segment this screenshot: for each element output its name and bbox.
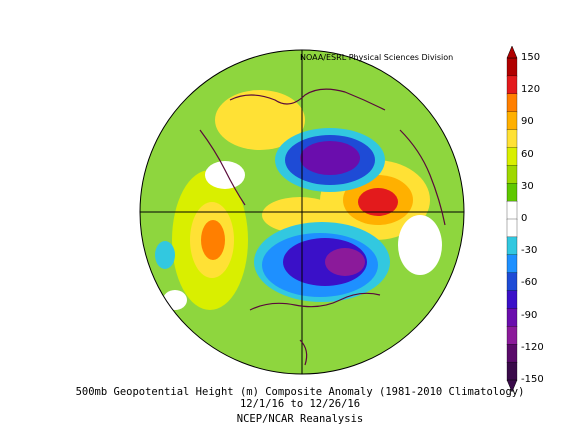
- colorbar-swatch: [506, 93, 518, 113]
- colorbar-tick-label: -90: [521, 309, 538, 321]
- colorbar-swatch: [506, 254, 518, 274]
- colorbar-swatch: [506, 200, 518, 220]
- zero-contour-3: [163, 290, 187, 310]
- coast-east: [399, 129, 446, 226]
- colorbar-swatch: [506, 75, 518, 95]
- colorbar-swatch: [506, 165, 518, 184]
- colorbar-tick-label: 0: [521, 213, 528, 224]
- colorbar-tick-label: 60: [521, 148, 534, 160]
- coastlines: [199, 88, 446, 366]
- anomaly-field: [140, 50, 464, 374]
- coast-asia: [199, 129, 246, 206]
- coast-europe: [229, 88, 386, 111]
- colorbar-swatch: [506, 111, 518, 131]
- credit-label: NOAA/ESRL Physical Sciences Division: [300, 53, 454, 62]
- colorbar-swatch: [506, 308, 518, 327]
- colorbar-tick-label: 90: [521, 116, 534, 128]
- colorbar-max-arrow: [506, 45, 518, 59]
- coast-na: [249, 292, 381, 311]
- caption-title: 500mb Geopotential Height (m) Composite …: [75, 386, 525, 398]
- colorbar-tick-label: -120: [521, 341, 544, 353]
- colorbar-tick-label: 30: [521, 180, 534, 192]
- colorbar-swatch: [506, 361, 518, 381]
- canada-trough-core: [325, 248, 365, 276]
- colorbar-swatch: [506, 290, 518, 310]
- caption-dates: 12/1/16 to 12/26/16: [239, 398, 361, 410]
- pacific-ridge-core: [201, 220, 225, 260]
- colorbar-swatch: [506, 147, 518, 166]
- colorbar-swatch: [506, 218, 518, 238]
- colorbar-tick-label: -150: [521, 374, 544, 385]
- colorbar-swatch: [506, 326, 518, 345]
- colorbar-min-arrow: [506, 379, 518, 393]
- siberia-ridge-core: [358, 188, 398, 216]
- colorbar-tick-label: -60: [521, 277, 538, 289]
- colorbar-swatch: [506, 344, 518, 363]
- colorbar-swatch: [506, 183, 518, 202]
- atlantic-ridge: [215, 90, 305, 150]
- colorbar-tick-label: -30: [521, 245, 538, 257]
- coast-south: [299, 339, 308, 366]
- colorbar-swatch: [506, 236, 518, 256]
- zero-contour-2: [398, 215, 442, 275]
- colorbar-swatch: [506, 57, 518, 77]
- caption-source: NCEP/NCAR Reanalysis: [236, 413, 364, 425]
- arctic-trough-core: [300, 141, 360, 175]
- pacific-blue: [155, 241, 175, 269]
- colorbar-tick-label: 150: [521, 52, 541, 63]
- colorbar: [506, 45, 518, 393]
- colorbar-tick-label: 120: [521, 84, 541, 96]
- zero-contour-1: [205, 161, 245, 189]
- colorbar-swatch: [506, 129, 518, 149]
- colorbar-swatch: [506, 272, 518, 292]
